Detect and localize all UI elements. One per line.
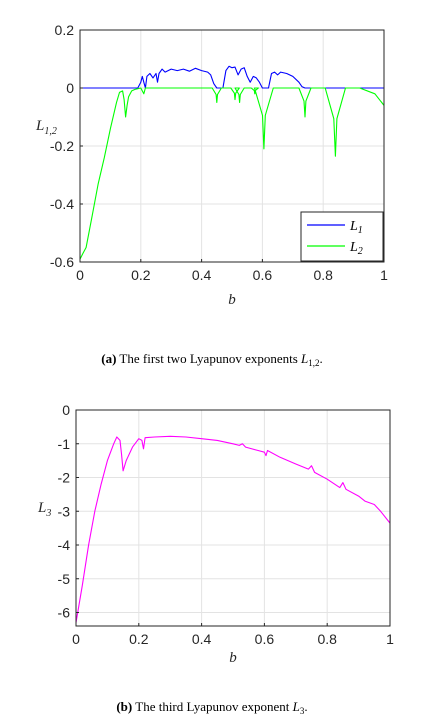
series-lines [79,65,385,260]
x-tick-label: 0.8 [313,267,333,283]
y-tick-label: -3 [58,503,71,519]
y-tick-label: 0.2 [55,22,75,38]
plot-frame [75,409,391,627]
y-tick-label: -4 [58,537,71,553]
y-axis-label: L3 [37,500,51,519]
legend: L1 L2 [300,211,384,262]
legend-box [300,211,384,262]
series-lines [75,435,391,623]
grid [75,409,391,626]
caption-a: (a) The first two Lyapunov exponents L1,… [101,351,323,368]
x-tick-label: 0 [72,631,80,647]
x-tick-label: 0.2 [131,267,151,283]
y-tick-label: -5 [58,571,71,587]
chart-lyapunov-l3: 0 0.2 0.4 0.6 0.8 1 0 -1 -2 -3 -4 -5 -6 b L3 (b) The… [37,402,394,716]
series-line-l3 [75,435,391,623]
x-tick-label: 1 [386,631,394,647]
y-tick-label: -1 [58,436,71,452]
y-tick-label: -2 [58,470,71,486]
y-tick-label: 0 [62,402,70,418]
x-axis-label: b [229,650,237,666]
y-axis-label: L1,2 [35,118,57,137]
series-line-l2 [79,87,385,260]
legend-label-l1: L1 [349,219,363,236]
y-tick-label: 0 [66,80,74,96]
x-tick-label: 0.6 [253,267,273,283]
x-tick-label: 0.4 [192,631,212,647]
y-tick-label: -6 [58,605,71,621]
y-tick-label: -0.6 [50,254,74,270]
tick-labels: 0 0.2 0.4 0.6 0.8 1 0 -1 -2 -3 -4 -5 -6 [58,402,395,647]
series-line-l1 [80,65,384,89]
y-tick-label: -0.4 [50,196,74,212]
x-tick-label: 0.6 [255,631,275,647]
x-tick-label: 0.8 [317,631,337,647]
chart-lyapunov-l12: 0 0.2 0.4 0.6 0.8 1 0.2 0 -0.2 -0.4 -0.6 b L1,2 L1… [35,22,388,368]
caption-b: (b) The third Lyapunov exponent L3. [116,699,307,716]
x-tick-label: 1 [380,267,388,283]
x-tick-label: 0.2 [129,631,149,647]
legend-label-l2: L2 [349,240,363,257]
x-tick-label: 0.4 [192,267,212,283]
x-axis-label: b [228,292,236,308]
x-tick-label: 0 [76,267,84,283]
tick-labels: 0 0.2 0.4 0.6 0.8 1 0.2 0 -0.2 -0.4 -0.6 [50,22,388,283]
y-tick-label: -0.2 [50,138,74,154]
